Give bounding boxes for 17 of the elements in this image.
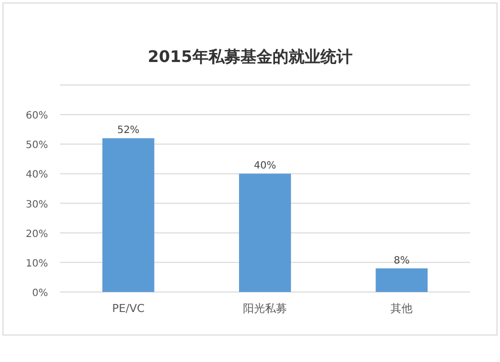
x-tick-label: PE/VC [112,302,145,315]
data-label: 40% [254,160,276,172]
y-tick-label: 40% [26,170,48,181]
y-tick-label: 20% [26,228,48,240]
x-tick-label: 阳光私募 [243,302,287,315]
bar [376,268,428,292]
data-label: 52% [117,125,140,136]
bar [239,174,291,292]
bar [102,138,154,292]
chart-title: 2015年私募基金的就业统计 [148,47,352,66]
y-tick-label: 0% [32,288,48,299]
x-tick-label: 其他 [390,302,413,315]
y-tick-label: 60% [26,110,48,122]
y-tick-label: 10% [26,258,48,270]
y-tick-label: 30% [26,199,48,210]
y-tick-label: 50% [26,140,48,152]
data-label: 8% [394,255,410,266]
